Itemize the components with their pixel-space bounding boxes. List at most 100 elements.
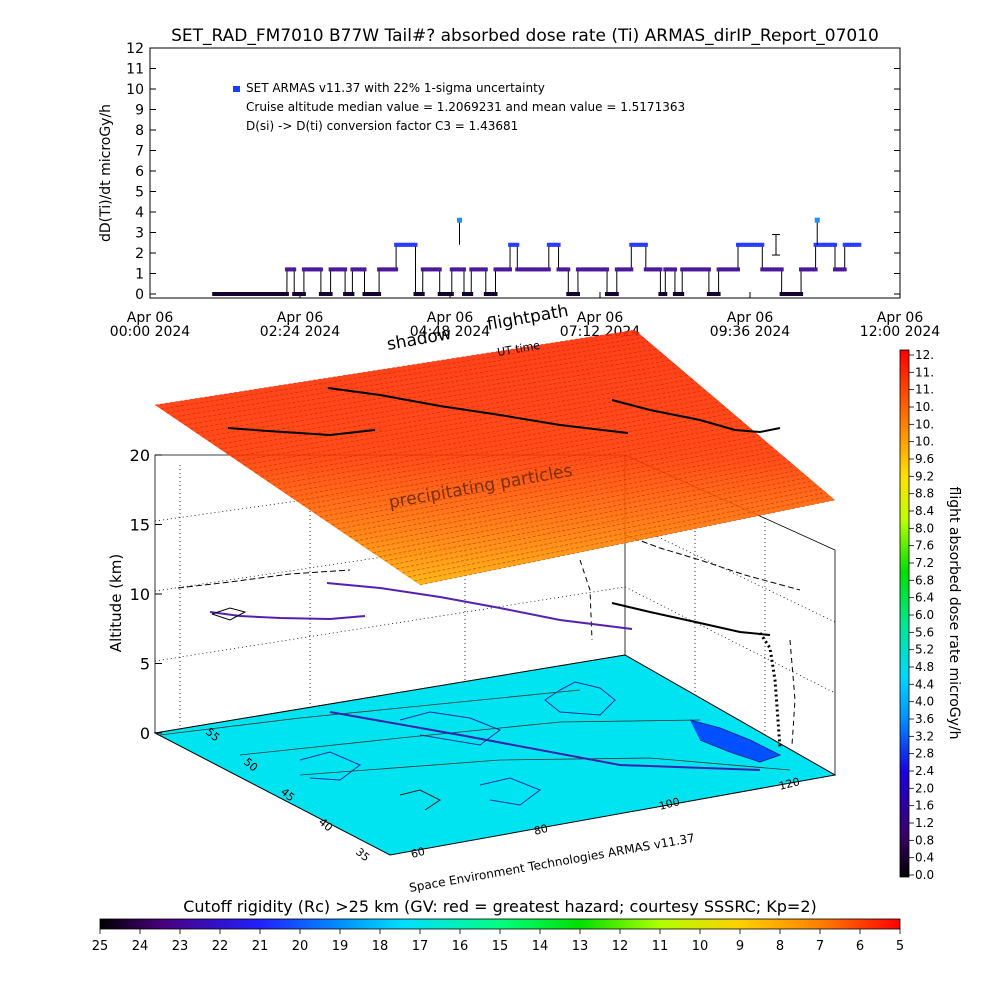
dose-point — [813, 267, 818, 272]
dose-point — [760, 242, 765, 247]
dose-point — [854, 242, 859, 247]
legend-entry-series: SET ARMAS v11.37 with 22% 1-sigma uncert… — [246, 81, 545, 95]
dose-point — [803, 267, 808, 272]
shadow-label: shadow — [385, 324, 453, 355]
dose-point — [260, 292, 265, 296]
dose-point — [537, 267, 542, 272]
dose-point — [258, 292, 263, 296]
dose-point — [292, 267, 297, 272]
longitude-tick-label: 120 — [778, 775, 802, 793]
dose-point — [607, 292, 612, 296]
dose-point — [837, 267, 842, 272]
dose-point — [767, 267, 772, 272]
particle-streak — [231, 378, 693, 458]
dose-point — [833, 242, 837, 247]
dose-point — [224, 292, 229, 296]
dose-point — [566, 267, 571, 272]
dose-point — [699, 267, 704, 272]
dose-point — [825, 242, 830, 247]
x-tick-label: Apr 06 — [277, 310, 324, 326]
dose-point — [437, 292, 442, 296]
dose-point — [345, 292, 350, 296]
dose-point — [782, 292, 787, 296]
dose-point — [432, 267, 437, 272]
dose-point — [675, 292, 680, 296]
dose-point — [845, 242, 850, 247]
dose-colorbar-tick-label: 7.2 — [915, 556, 934, 570]
y-tick-label: 6 — [135, 164, 144, 180]
dose-point — [677, 292, 682, 296]
dose-point — [265, 292, 270, 296]
dose-plot-frame — [149, 47, 901, 299]
x-tick-label: Apr 06 — [127, 310, 174, 326]
dose-point — [534, 267, 539, 272]
dose-point — [733, 267, 738, 272]
particle-streak — [302, 424, 747, 506]
latitude-line — [239, 719, 701, 756]
dose-colorbar-tick-label: 0.0 — [915, 868, 934, 882]
dose-colorbar-tick-label: 8.0 — [915, 521, 934, 535]
dose-point — [221, 292, 226, 296]
dose-point — [643, 267, 648, 272]
dose-point — [643, 242, 648, 247]
dose-point — [740, 242, 745, 247]
x-tick-label: Apr 06 — [727, 310, 774, 326]
dose-point — [791, 292, 796, 296]
altitude-tick-label: 5 — [140, 655, 150, 674]
dose-point — [656, 267, 660, 272]
dose-point — [750, 242, 755, 247]
dose-point — [314, 267, 318, 272]
dose-point — [462, 267, 466, 272]
dose-point — [394, 242, 399, 247]
dose-point — [520, 267, 525, 272]
latitude-tick-label: 35 — [353, 845, 372, 864]
dose-point — [842, 242, 847, 247]
dose-point — [301, 267, 306, 272]
particle-streak — [202, 359, 671, 438]
dose-point — [367, 292, 372, 296]
dose-point — [275, 292, 280, 296]
particle-streak — [255, 393, 711, 474]
y-tick-label: 4 — [135, 205, 144, 221]
particle-streak — [414, 495, 831, 582]
dose-point — [391, 267, 396, 272]
dose-point — [556, 267, 561, 272]
dose-point — [469, 267, 474, 272]
dose-point — [772, 267, 777, 272]
dose-point — [631, 242, 636, 247]
dose-point — [760, 267, 765, 272]
dose-point — [706, 292, 711, 296]
rigidity-colorbar-title: Cutoff rigidity (Rc) >25 km (GV: red = g… — [183, 897, 817, 916]
x-tick-label: 00:00 2024 — [110, 324, 191, 340]
dose-point — [350, 292, 355, 296]
dose-point — [294, 292, 299, 296]
dose-colorbar-tick-label: 10. — [915, 400, 934, 414]
dose-point — [251, 292, 255, 296]
dose-point — [481, 267, 486, 272]
dose-colorbar-tick-label: 12. — [915, 348, 934, 362]
dose-point — [457, 267, 462, 272]
dose-point — [284, 292, 289, 296]
dose-point — [779, 292, 784, 296]
rigidity-colorbar-tick-label: 6 — [856, 939, 864, 954]
dose-point — [517, 267, 522, 272]
particle-streak — [166, 337, 644, 414]
dose-colorbar-tick-label: 4.4 — [915, 677, 934, 691]
dose-colorbar-tick-label: 4.0 — [915, 695, 934, 709]
dose-point — [374, 292, 379, 296]
dose-point — [629, 242, 634, 247]
dose-point — [755, 242, 760, 247]
dose-point — [660, 292, 665, 296]
dose-point — [510, 242, 515, 247]
dose-point — [704, 267, 709, 272]
dose-point — [566, 292, 571, 296]
latitude-line — [299, 757, 791, 776]
ground-track — [329, 711, 761, 771]
coastline — [399, 711, 502, 746]
dose-point — [694, 267, 699, 272]
particle-streak — [319, 435, 760, 518]
dose-point — [651, 267, 656, 272]
dose-colorbar: 12. 11. 11. 10. 10. 10. 9.6 9.2 8.8 8.4 8.0 7.6 7.2 6… — [899, 348, 962, 882]
rigidity-colorbar-tick-label: 20 — [292, 939, 309, 954]
